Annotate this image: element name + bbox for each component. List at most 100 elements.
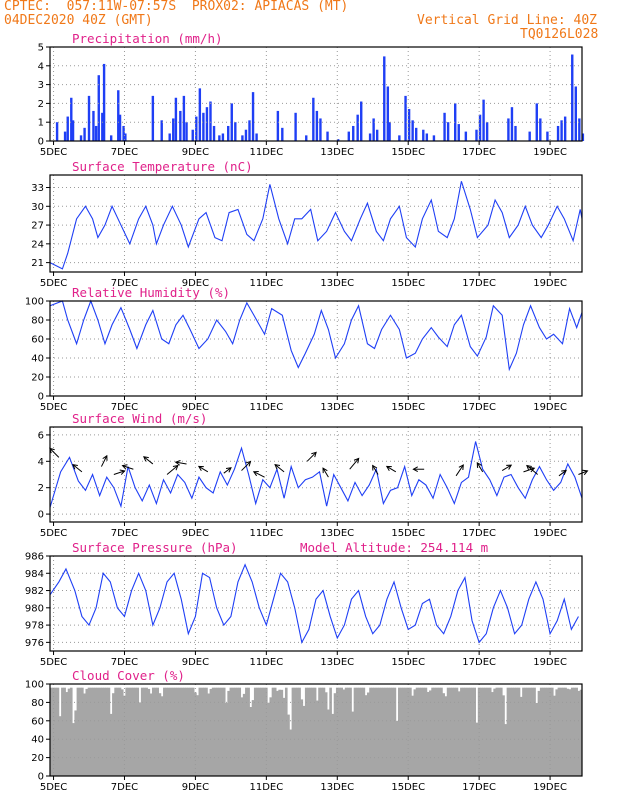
cloud-bar — [116, 687, 120, 776]
wind-arrow — [175, 461, 187, 465]
precip-bars — [55, 54, 585, 141]
precip-bar — [294, 112, 297, 141]
precip-bar — [404, 95, 407, 141]
wind-arrow — [322, 467, 329, 478]
cloud-bar — [355, 687, 359, 776]
cloud-bar — [449, 687, 452, 776]
cloud-bar — [457, 691, 461, 776]
cloud-bar — [289, 729, 293, 776]
cloud-bar — [360, 687, 363, 776]
precip-ytick-label: 2 — [38, 99, 44, 110]
pres-ytick-label: 982 — [25, 586, 44, 597]
cloud-bar — [404, 687, 408, 776]
cloud-bar — [550, 687, 554, 776]
cloud-bar — [191, 687, 195, 776]
precip-bar — [383, 56, 386, 141]
precip-xtick-label: 9DEC — [182, 147, 209, 158]
cloud-bar — [573, 687, 576, 776]
rh-ytick-label: 0 — [38, 392, 44, 403]
temp-xtick-label: 17DEC — [462, 278, 496, 289]
wind-arrow — [386, 466, 397, 473]
cloud-bar — [415, 687, 419, 776]
precip-bar — [546, 131, 549, 141]
precip-bar — [347, 131, 351, 141]
wind-arrow — [49, 447, 60, 458]
cloud-bar — [553, 695, 556, 776]
precip-bar — [248, 120, 251, 141]
cloud-bar — [462, 687, 465, 776]
cloud-bar — [280, 689, 284, 776]
cloud-bar — [557, 687, 561, 776]
cloud-ytick-label: 20 — [31, 753, 44, 764]
wind-arrow — [223, 467, 232, 474]
cloud-bar — [114, 687, 117, 776]
cloud-bar — [338, 687, 341, 776]
precip-bar — [326, 131, 329, 141]
cloud-bar — [291, 687, 295, 776]
cloud-bar — [112, 693, 115, 776]
precip-title: Precipitation (mm/h) — [72, 31, 223, 46]
cloud-bar — [398, 687, 401, 776]
pres-title: Surface Pressure (hPa) — [72, 540, 238, 555]
precip-bar — [510, 107, 514, 141]
precip-bar — [97, 75, 100, 141]
wind-xtick-label: 13DEC — [320, 528, 354, 539]
cloud-bar — [442, 693, 445, 776]
wind-arrow-head — [412, 466, 419, 473]
cloud-bar — [267, 702, 270, 776]
rh-ytick-label: 80 — [31, 316, 44, 327]
rh-title: Relative Humidity (%) — [72, 285, 230, 300]
rh-xtick-label: 13DEC — [320, 402, 354, 413]
precip-bar — [528, 131, 531, 141]
cloud-ytick-label: 60 — [31, 716, 44, 727]
precip-bar — [174, 97, 178, 141]
rh-xtick-label: 15DEC — [391, 402, 425, 413]
precip-xtick-label: 11DEC — [249, 147, 283, 158]
cloud-bar — [493, 688, 496, 776]
precip-bar — [581, 133, 585, 141]
cloud-bar — [143, 687, 146, 776]
pres-ytick-label: 986 — [25, 552, 44, 563]
cloud-bar — [194, 692, 197, 776]
wind-arrow — [253, 471, 265, 478]
cloud-bar — [433, 687, 437, 776]
cloud-bar — [519, 696, 523, 776]
cloud-bar — [85, 688, 89, 776]
cloud-bar — [577, 690, 581, 776]
cloud-bar — [180, 687, 184, 776]
precip-frame — [49, 46, 583, 142]
cloud-bar — [386, 687, 390, 776]
wind-arrow — [501, 464, 512, 471]
precip-bar — [182, 95, 186, 141]
cloud-bar — [566, 688, 570, 776]
precip-bar — [92, 110, 95, 141]
cloud-bar — [506, 687, 510, 776]
precip-bar — [388, 122, 391, 141]
cloud-bar — [165, 687, 168, 776]
cloud-bar — [245, 687, 248, 776]
pres-subtitle: Model Altitude: 254.114 m — [300, 540, 488, 555]
wind-xtick-label: 9DEC — [182, 528, 209, 539]
cloud-bar — [364, 695, 368, 776]
cloud-bar — [309, 687, 312, 776]
cloud-bar — [183, 687, 186, 776]
header-date: 04DEC2020 40Z (GMT) — [4, 13, 153, 28]
wind-arrow-head — [458, 464, 464, 471]
wind-arrow-head — [174, 460, 181, 466]
precip-bar — [66, 116, 69, 141]
cloud-bar — [528, 687, 532, 776]
precip-xtick-label: 5DEC — [40, 147, 67, 158]
cloud-bar — [471, 687, 474, 776]
precip-bar — [168, 133, 171, 141]
precip-bar — [151, 95, 155, 141]
cloud-bar — [127, 687, 131, 776]
cloud-bar — [384, 687, 388, 776]
cloud-bar — [132, 687, 135, 776]
cloud-bar — [158, 693, 162, 776]
cloud-bar — [249, 707, 253, 776]
cloud-bar — [65, 692, 69, 776]
cloud-bar — [362, 687, 366, 776]
cloud-bar — [318, 687, 321, 776]
cloud-bar — [229, 687, 233, 776]
header-vertical-grid: Vertical Grid Line: 40Z — [417, 13, 598, 28]
